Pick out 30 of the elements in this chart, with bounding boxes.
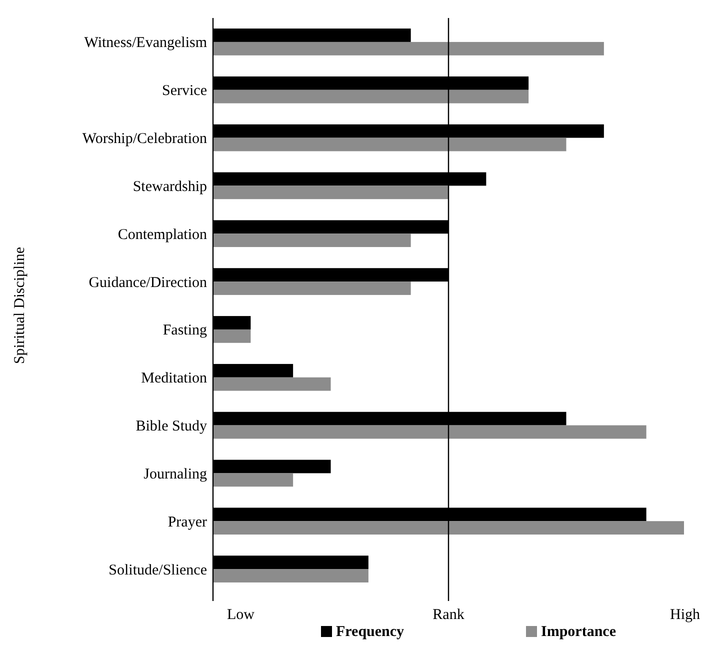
y-tick-label: Guidance/Direction xyxy=(88,274,208,291)
y-tick-label: Service xyxy=(162,83,208,100)
bar xyxy=(213,425,646,439)
legend-label: Importance xyxy=(541,624,616,640)
bar xyxy=(213,234,411,248)
legend-label: Frequency xyxy=(336,624,405,640)
y-tick-label: Stewardship xyxy=(132,178,207,195)
bar xyxy=(213,329,251,343)
y-tick-label: Prayer xyxy=(168,514,207,530)
ref-line-label: Rank xyxy=(432,607,465,623)
bar xyxy=(213,90,529,104)
bar xyxy=(213,282,411,295)
y-tick-label: Contemplation xyxy=(118,226,208,243)
bar xyxy=(213,521,684,535)
bar xyxy=(213,138,566,152)
y-tick-label: Meditation xyxy=(141,370,208,387)
bar xyxy=(213,569,368,582)
bar xyxy=(213,473,294,487)
text: High xyxy=(670,607,700,623)
y-tick-label: Journaling xyxy=(144,466,208,482)
text: Low xyxy=(227,607,255,623)
y-tick-label: Witness/Evangelism xyxy=(84,35,208,52)
y-axis-title: Spiritual Discipline xyxy=(12,246,28,364)
bar xyxy=(213,42,604,56)
y-tick-label: Fasting xyxy=(162,322,208,339)
y-tick-label: Solitude/Slience xyxy=(108,562,208,578)
bar xyxy=(213,186,448,200)
bar xyxy=(213,377,331,391)
y-tick-label: Worship/Celebration xyxy=(82,131,208,148)
y-tick-label: Bible Study xyxy=(136,418,208,435)
